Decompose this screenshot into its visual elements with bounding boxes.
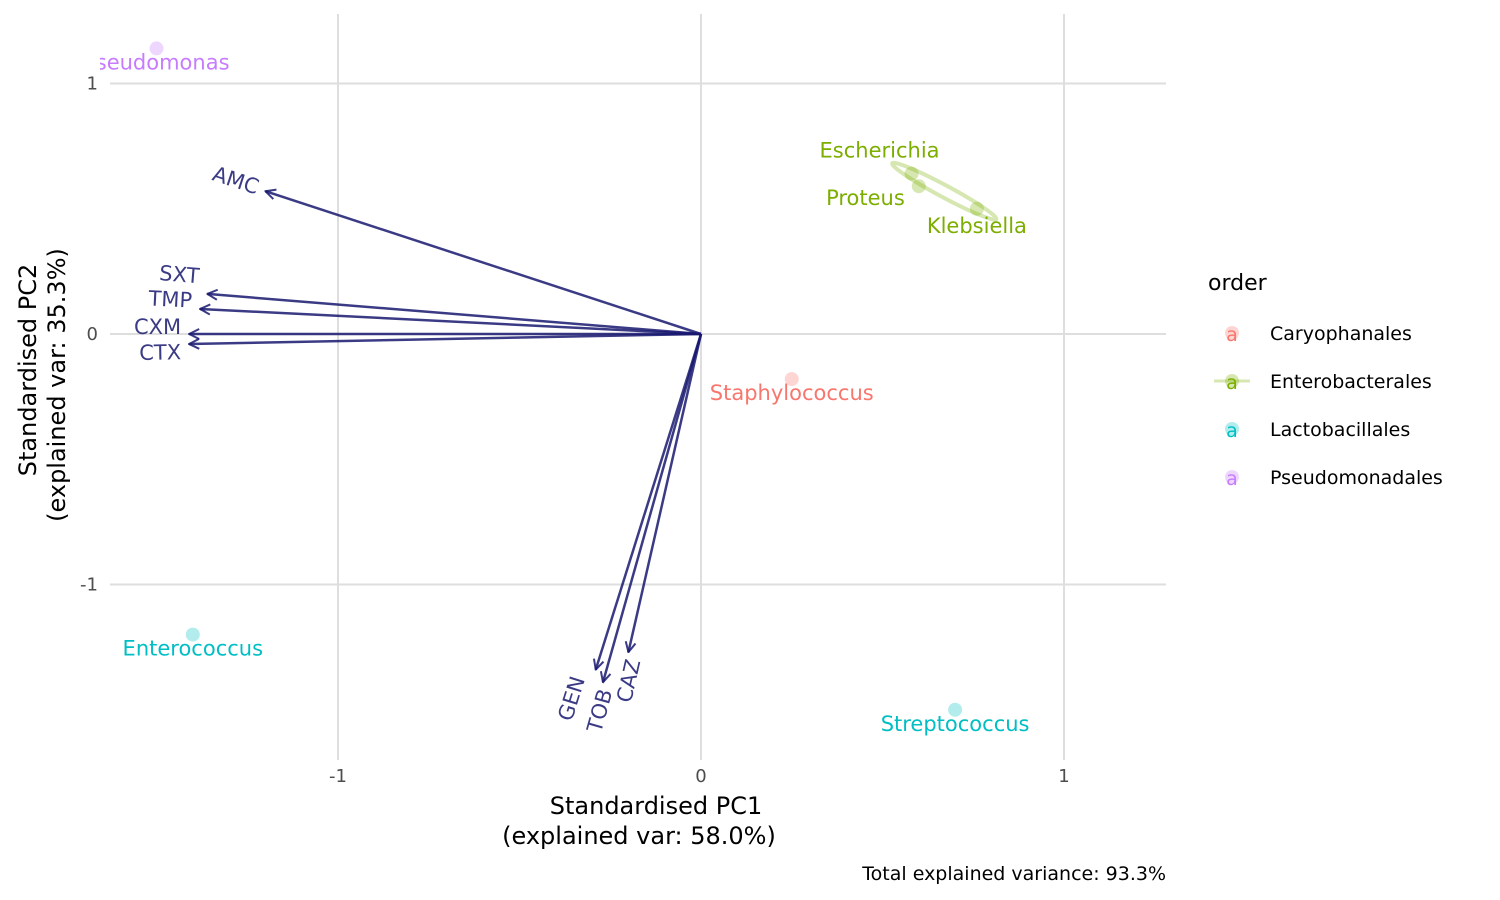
loading-label: SXT	[158, 261, 200, 288]
point-label: Proteus	[826, 186, 905, 210]
point-staphylococcus	[784, 372, 799, 387]
plot-panel: Pseudomonas Escherichia Proteus Klebsiella S…	[83, 41, 1030, 736]
y-tick-label: -1	[80, 575, 98, 596]
legend-item-enterobacterales: a Enterobacterales	[1214, 371, 1432, 394]
legend-point-key	[1225, 422, 1239, 436]
point-label: Streptococcus	[881, 712, 1030, 736]
loading-label: CTX	[139, 340, 181, 365]
y-tick-label: 0	[87, 324, 98, 345]
legend-item-lactobacillales: a Lactobacillales	[1225, 419, 1410, 442]
legend-point-key	[1225, 326, 1239, 340]
point-streptococcus	[948, 702, 963, 717]
point-klebsiella	[969, 201, 984, 216]
point-label: Staphylococcus	[710, 381, 874, 405]
point-pseudomonas	[149, 41, 164, 56]
loading-label: CXM	[134, 315, 181, 339]
x-axis-title-line2: (explained var: 58.0%)	[502, 822, 776, 850]
legend-text-key: a	[1226, 372, 1238, 394]
y-axis-title-line1: Standardised PC2	[14, 264, 42, 476]
loading-label: AMC	[210, 162, 262, 199]
legend-label: Enterobacterales	[1270, 371, 1432, 393]
loading-label: TMP	[147, 286, 193, 312]
legend-title: order	[1208, 271, 1268, 296]
loading-arrow-amc	[265, 191, 702, 336]
loading-label: GEN	[553, 673, 589, 723]
grid	[110, 14, 1166, 760]
loading-label: TOB	[582, 686, 617, 736]
point-label: Escherichia	[820, 139, 940, 163]
x-axis-title-line1: Standardised PC1	[550, 792, 762, 820]
legend-item-caryophanales: a Caryophanales	[1225, 323, 1412, 346]
x-tick-label: 0	[695, 766, 706, 787]
loading-arrow-caz	[628, 333, 703, 652]
loading-arrow-sxt	[207, 294, 702, 336]
point-label: Enterococcus	[123, 637, 264, 661]
legend-text-key: a	[1226, 420, 1238, 442]
enterobacterales-ellipse	[890, 160, 999, 222]
loading-arrow-gen	[596, 333, 703, 670]
point-label: Pseudomonas	[83, 50, 229, 74]
loading-arrow-ctx	[189, 332, 702, 344]
point-label: Klebsiella	[927, 214, 1027, 238]
x-tick-label: -1	[329, 766, 347, 787]
legend-point-key	[1225, 470, 1239, 484]
legend-label: Lactobacillales	[1270, 419, 1410, 441]
legend-label: Pseudomonadales	[1270, 467, 1443, 489]
y-tick-label: 1	[87, 74, 98, 95]
legend-text-key: a	[1226, 468, 1238, 490]
point-proteus	[911, 179, 926, 194]
point-escherichia	[904, 166, 919, 181]
legend-point-key	[1225, 374, 1239, 388]
legend-item-pseudomonadales: a Pseudomonadales	[1225, 467, 1443, 490]
loading-arrow-tob	[603, 333, 703, 682]
loading-label: CAZ	[612, 657, 645, 705]
axis-ticks: -1 0 1 1 0 -1	[80, 74, 1070, 788]
legend-text-key: a	[1226, 324, 1238, 346]
loading-arrow-tmp	[200, 309, 702, 336]
point-enterococcus	[185, 627, 200, 642]
legend-label: Caryophanales	[1270, 323, 1412, 345]
caption: Total explained variance: 93.3%	[861, 863, 1166, 885]
legend: a Caryophanales a Enterobacterales a Lactobac…	[1214, 323, 1443, 490]
x-tick-label: 1	[1058, 766, 1069, 787]
y-axis-title-line2: (explained var: 35.3%)	[43, 248, 71, 522]
